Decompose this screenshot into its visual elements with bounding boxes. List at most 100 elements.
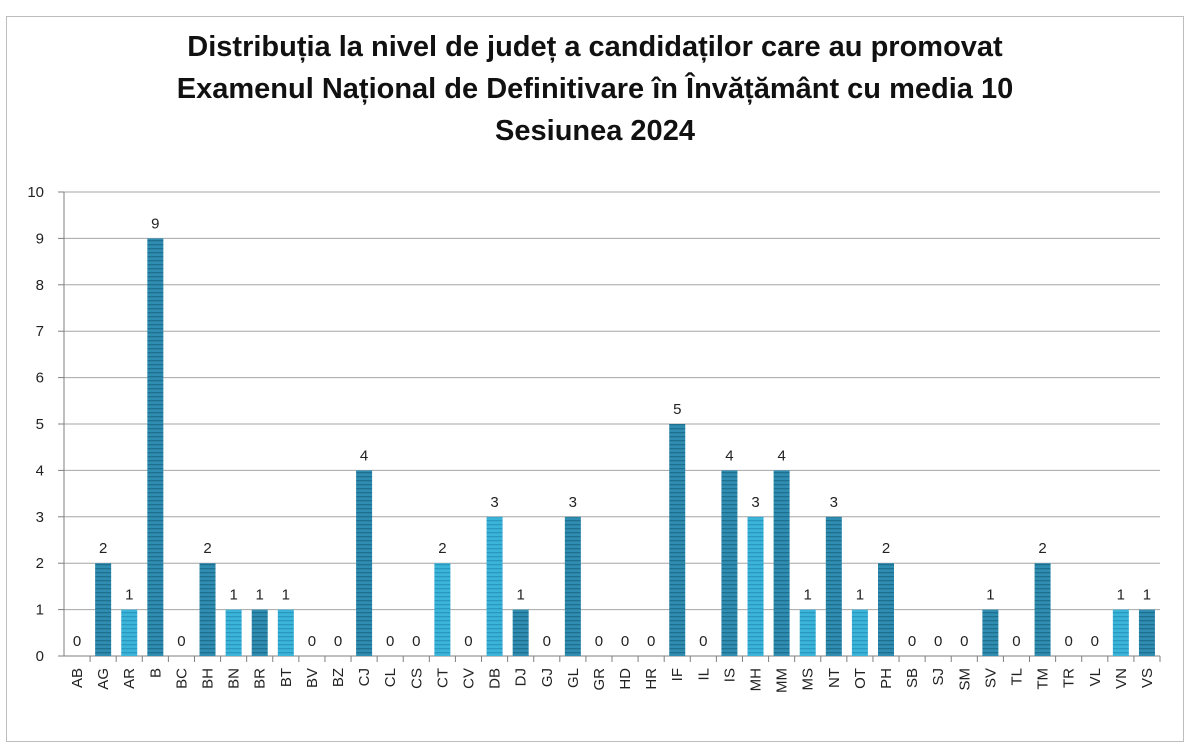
y-tick-label: 5: [36, 416, 44, 433]
x-tick-label-bt: BT: [278, 668, 295, 687]
data-label-cs: 0: [412, 633, 420, 650]
x-tick-label-sv: SV: [982, 668, 999, 688]
bar-br: [251, 609, 268, 656]
data-label-ag: 2: [99, 540, 107, 557]
data-label-sm: 0: [960, 633, 968, 650]
data-label-is: 4: [725, 447, 733, 464]
data-label-bn: 1: [229, 587, 237, 604]
x-tick-label-if: IF: [669, 668, 686, 681]
y-tick-label: 6: [36, 370, 44, 387]
data-label-sb: 0: [908, 633, 916, 650]
data-label-if: 5: [673, 401, 681, 418]
bar-sv: [982, 609, 999, 656]
bar-db: [486, 516, 503, 656]
x-tick-label-hd: HD: [617, 668, 634, 690]
x-tick-label-ab: AB: [69, 668, 86, 688]
x-tick-label-ph: PH: [878, 668, 895, 689]
data-label-mh: 3: [751, 494, 759, 511]
bar-nt: [825, 516, 842, 656]
chart-title: Distribuția la nivel de județ a candidaț…: [0, 26, 1190, 152]
bar-if: [669, 424, 686, 656]
x-tick-label-tr: TR: [1061, 668, 1078, 688]
data-labels: 0 2 1 9 0 2 1 1 1 0 0 4 0 0 2 0 3 1 0 3 0 0 0 5 0 4 3 4 1 3 1 2 0 0 0 1 0 2 0 0…: [73, 215, 1151, 650]
bar-gl: [564, 516, 581, 656]
data-label-il: 0: [699, 633, 707, 650]
data-label-bh: 2: [203, 540, 211, 557]
x-tick-label-tl: TL: [1008, 668, 1025, 686]
data-label-ms: 1: [804, 587, 812, 604]
data-label-hr: 0: [647, 633, 655, 650]
gridlines: [64, 191, 1160, 657]
bar-mm: [773, 470, 790, 656]
data-label-vs: 1: [1143, 587, 1151, 604]
x-tick-label-cj: CJ: [356, 668, 373, 686]
x-tick-label-gr: GR: [591, 668, 608, 691]
data-label-ab: 0: [73, 633, 81, 650]
data-label-bt: 1: [282, 587, 290, 604]
x-tick-label-vl: VL: [1087, 668, 1104, 686]
data-label-ar: 1: [125, 587, 133, 604]
chart-title-line-1: Distribuția la nivel de județ a candidaț…: [187, 31, 1003, 63]
bar-vs: [1138, 609, 1155, 656]
x-tick-label-mm: MM: [774, 668, 791, 693]
data-label-cj: 4: [360, 447, 368, 464]
bar-ct: [434, 563, 451, 656]
x-tick-label-db: DB: [487, 668, 504, 689]
x-tick-label-nt: NT: [826, 668, 843, 688]
x-tick-label-gj: GJ: [539, 668, 556, 687]
x-tick-label-bz: BZ: [330, 668, 347, 687]
data-label-b: 9: [151, 215, 159, 232]
data-label-ot: 1: [856, 587, 864, 604]
data-label-ct: 2: [438, 540, 446, 557]
chart-title-line-3: Sesiunea 2024: [495, 115, 695, 147]
bar-bt: [277, 609, 294, 656]
bar-bh: [199, 563, 216, 656]
x-tick-label-hr: HR: [643, 668, 660, 690]
y-tick-label: 8: [36, 277, 44, 294]
y-tick-labels: 0 1 2 3 4 5 6 7 8 9 10: [27, 184, 44, 665]
x-tick-label-bc: BC: [173, 668, 190, 689]
data-label-ph: 2: [882, 540, 890, 557]
y-tick-label: 10: [27, 184, 44, 201]
x-tick-label-bv: BV: [304, 668, 321, 688]
x-tick-label-bh: BH: [200, 668, 217, 689]
x-tick-label-ct: CT: [434, 668, 451, 688]
y-tick-label: 9: [36, 230, 44, 247]
x-tick-label-vs: VS: [1139, 668, 1156, 688]
x-tick-label-vn: VN: [1113, 668, 1130, 689]
bar-is: [721, 470, 738, 656]
bar-cj: [356, 470, 373, 656]
x-tick-label-ms: MS: [800, 668, 817, 691]
y-tick-label: 3: [36, 509, 44, 526]
x-tick-label-cl: CL: [382, 668, 399, 687]
x-tick-label-tm: TM: [1035, 668, 1052, 690]
bar-ot: [851, 609, 868, 656]
data-label-sv: 1: [986, 587, 994, 604]
bar-b: [147, 238, 164, 656]
x-tick-label-cv: CV: [460, 668, 477, 689]
x-tick-label-dj: DJ: [513, 668, 530, 686]
x-tick-label-mh: MH: [748, 668, 765, 691]
data-label-gr: 0: [595, 633, 603, 650]
chart-title-line-2: Examenul Național de Definitivare în Înv…: [176, 73, 1014, 105]
x-tick-label-br: BR: [252, 668, 269, 689]
bar-dj: [512, 609, 529, 656]
data-label-tl: 0: [1012, 633, 1020, 650]
y-tick-label: 4: [36, 462, 44, 479]
x-tick-label-sm: SM: [956, 668, 973, 691]
axes: [58, 191, 1161, 662]
x-tick-label-il: IL: [695, 668, 712, 681]
data-label-dj: 1: [516, 587, 524, 604]
bar-bn: [225, 609, 242, 656]
x-tick-label-cs: CS: [408, 668, 425, 689]
bar-tm: [1034, 563, 1051, 656]
y-tick-label: 2: [36, 555, 44, 572]
data-label-bz: 0: [334, 633, 342, 650]
x-tick-label-bn: BN: [226, 668, 243, 689]
bar-vn: [1112, 609, 1129, 656]
data-label-gl: 3: [569, 494, 577, 511]
bar-ar: [121, 609, 138, 656]
data-label-tm: 2: [1038, 540, 1046, 557]
x-tick-label-is: IS: [721, 668, 738, 682]
